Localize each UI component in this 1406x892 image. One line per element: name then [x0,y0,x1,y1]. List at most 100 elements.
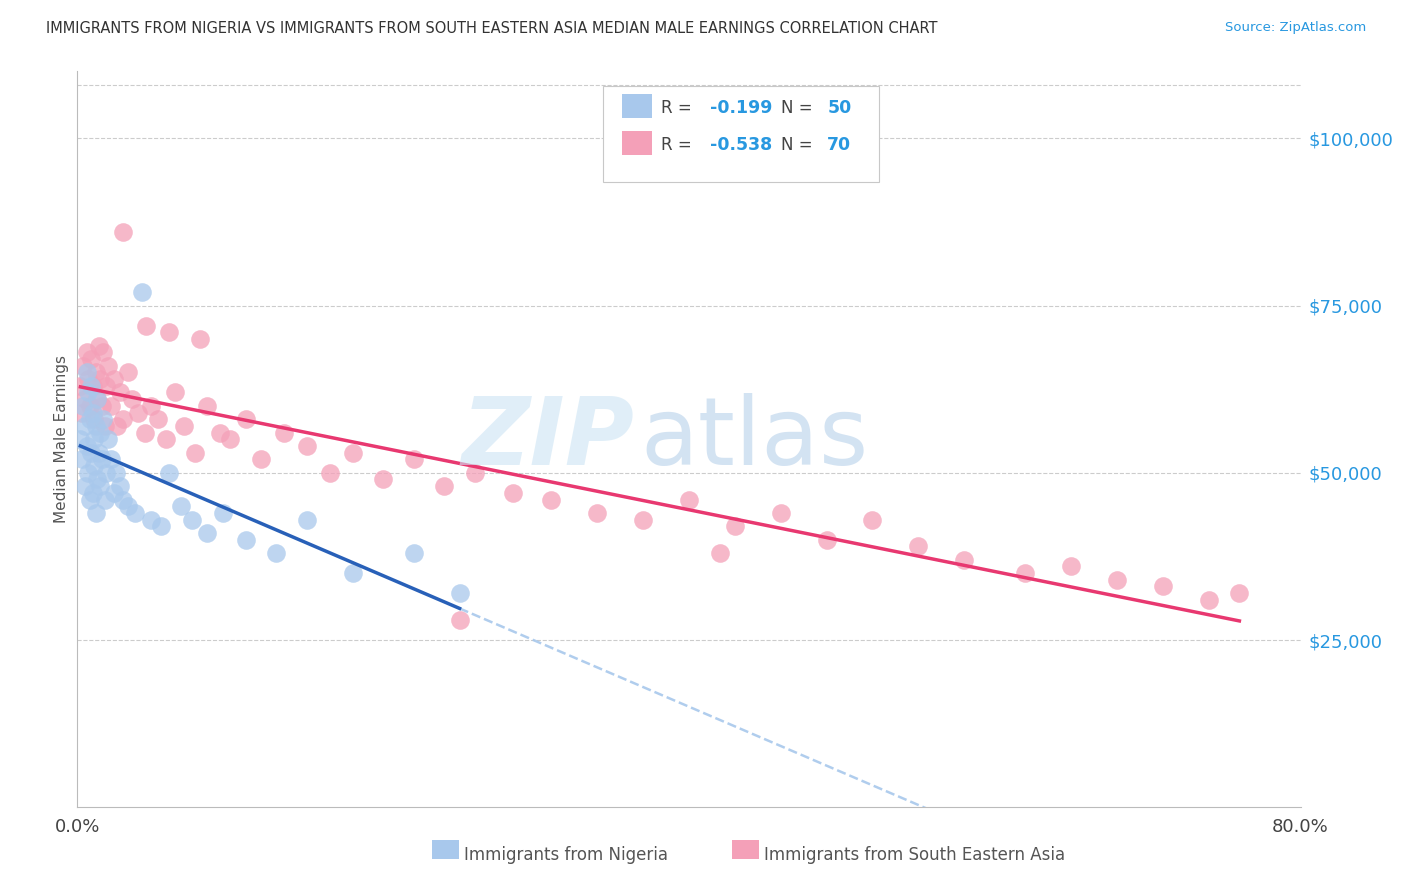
Text: R =: R = [661,99,697,118]
Point [82,406,104,420]
Point [165,385,187,400]
Text: 50: 50 [827,99,852,118]
Point [371,473,394,487]
Point [1229,586,1251,600]
Point [73,419,96,434]
Point [87,446,110,460]
Point [139,512,162,526]
Point [464,466,486,480]
Point [69,433,91,447]
Point [76,345,98,359]
Point [170,500,193,514]
Point [96,379,118,393]
Point [127,406,149,420]
Point [402,452,425,467]
Point [157,466,180,480]
Point [76,366,98,380]
Point [69,379,91,393]
Point [104,466,127,480]
Point [678,492,700,507]
Point [724,519,747,533]
Point [318,466,340,480]
Point [100,399,122,413]
Point [295,512,318,526]
Point [73,392,96,407]
Point [131,285,153,300]
Point [134,425,156,440]
Point [77,466,100,480]
Point [79,492,101,507]
Point [155,433,177,447]
Point [72,399,94,413]
Point [117,366,139,380]
Point [70,406,93,420]
Point [89,425,111,440]
Point [124,506,146,520]
Point [433,479,456,493]
Text: N =: N = [780,99,817,118]
Point [108,385,131,400]
Point [139,399,162,413]
Point [173,419,195,434]
Point [87,339,110,353]
Point [631,512,654,526]
Point [211,506,233,520]
Point [76,439,98,453]
Point [83,433,105,447]
Point [86,473,108,487]
Point [112,492,135,507]
Point [586,506,609,520]
Point [70,452,93,467]
Point [103,485,125,500]
Point [80,352,103,367]
Point [219,433,242,447]
Point [103,372,125,386]
Point [181,512,204,526]
Point [94,492,117,507]
Point [100,452,122,467]
Point [84,506,107,520]
Point [862,512,884,526]
Point [90,399,112,413]
Point [80,446,103,460]
Point [89,479,111,493]
Point [815,533,838,547]
Point [250,452,273,467]
Point [907,539,929,553]
Point [90,452,112,467]
Point [91,345,114,359]
Point [953,552,976,567]
Point [449,613,471,627]
Point [73,479,96,493]
Point [184,446,207,460]
Point [264,546,287,560]
Point [117,500,139,514]
Text: IMMIGRANTS FROM NIGERIA VS IMMIGRANTS FROM SOUTH EASTERN ASIA MEDIAN MALE EARNIN: IMMIGRANTS FROM NIGERIA VS IMMIGRANTS FR… [46,21,938,37]
Point [157,325,180,339]
Point [295,439,318,453]
Bar [621,95,652,118]
Bar [432,839,458,859]
Text: Immigrants from South Eastern Asia: Immigrants from South Eastern Asia [763,846,1064,863]
Point [1107,573,1129,587]
Point [96,466,118,480]
Point [402,546,425,560]
Point [97,433,120,447]
Text: N =: N = [780,136,817,154]
Point [112,225,135,239]
Text: -0.199: -0.199 [710,99,772,118]
Text: atlas: atlas [640,393,869,485]
Bar [621,131,652,154]
Y-axis label: Median Male Earnings: Median Male Earnings [53,355,69,524]
Text: 70: 70 [827,136,851,154]
Point [105,419,128,434]
Point [77,385,100,400]
Point [83,412,105,426]
Point [1152,580,1174,594]
Point [82,485,104,500]
Text: R =: R = [661,136,697,154]
Point [86,392,108,407]
Point [79,412,101,426]
Point [342,446,364,460]
Point [1060,559,1083,574]
